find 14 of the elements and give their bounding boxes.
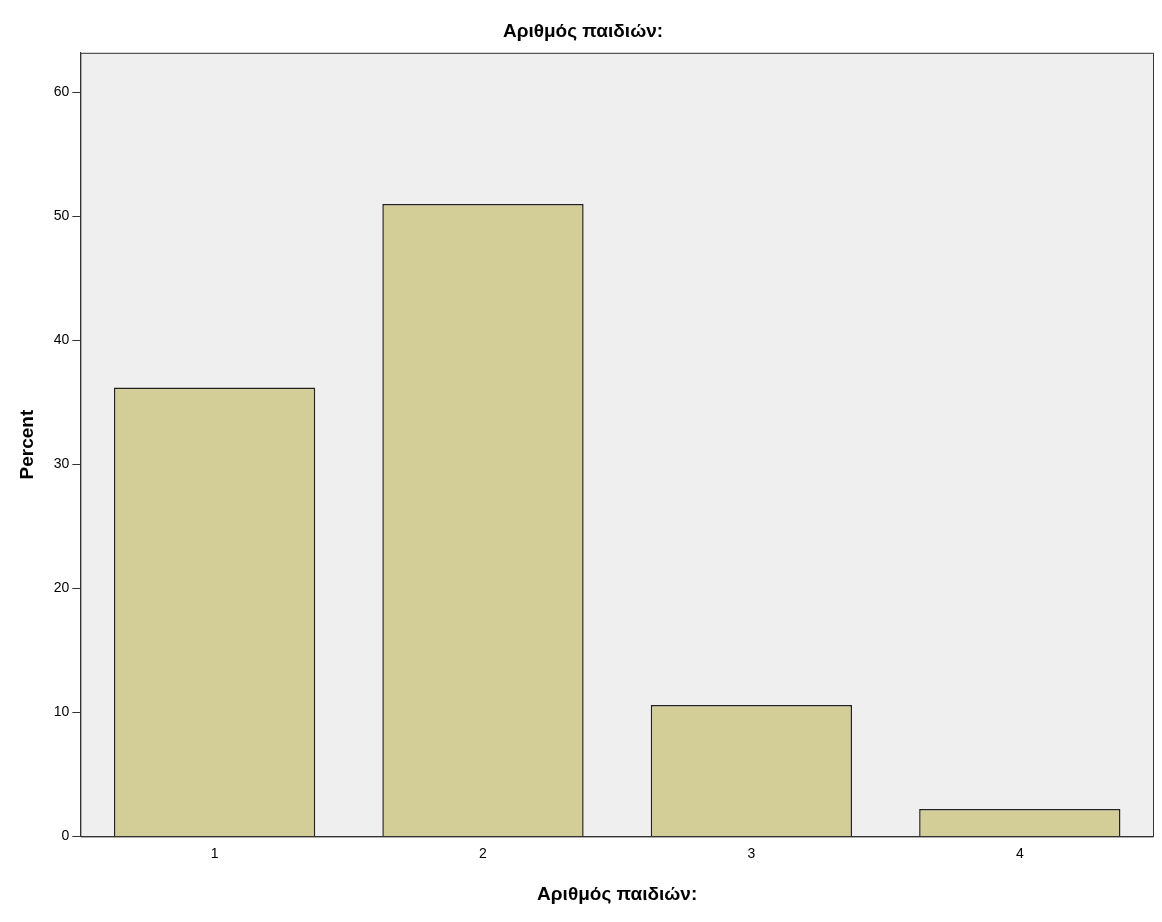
x-tick-label: 4 — [1015, 844, 1024, 861]
chart-title: Αριθμός παιδιών: — [502, 19, 664, 41]
y-axis-title: Percent — [15, 409, 37, 480]
y-tick-label: 10 — [53, 703, 70, 720]
x-tick-label: 2 — [479, 844, 488, 861]
x-tick-label: 3 — [747, 844, 756, 861]
y-tick-label: 40 — [53, 331, 70, 348]
y-tick-label: 20 — [53, 579, 70, 596]
y-tick-label: 50 — [53, 207, 70, 224]
x-tick-label: 1 — [210, 844, 219, 861]
x-axis-title: Αριθμός παιδιών: — [537, 882, 698, 904]
y-tick-label: 60 — [53, 83, 70, 100]
y-tick-label: 30 — [53, 455, 70, 472]
y-tick-label: 0 — [61, 827, 70, 844]
